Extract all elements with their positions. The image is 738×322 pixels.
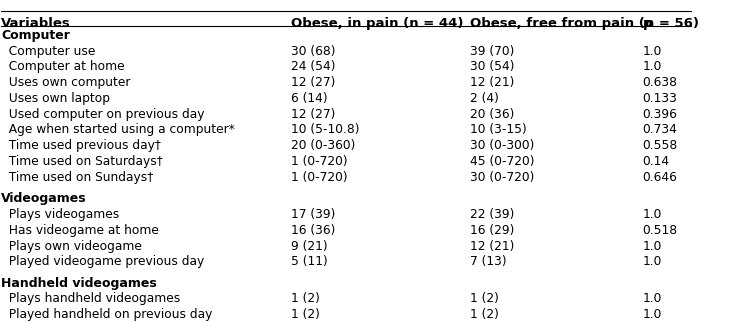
Text: 0.646: 0.646 [642, 171, 677, 184]
Text: Has videogame at home: Has videogame at home [1, 224, 159, 237]
Text: 10 (3-15): 10 (3-15) [470, 124, 527, 137]
Text: Variables: Variables [1, 16, 71, 30]
Text: 30 (0-720): 30 (0-720) [470, 171, 534, 184]
Text: Handheld videogames: Handheld videogames [1, 277, 157, 289]
Text: 10 (5-10.8): 10 (5-10.8) [291, 124, 359, 137]
Text: Played handheld on previous day: Played handheld on previous day [1, 308, 213, 321]
Text: Obese, in pain (n = 44): Obese, in pain (n = 44) [291, 16, 463, 30]
Text: Computer: Computer [1, 29, 70, 42]
Text: 30 (0-300): 30 (0-300) [470, 139, 534, 152]
Text: 1 (2): 1 (2) [470, 292, 499, 305]
Text: 30 (54): 30 (54) [470, 60, 514, 73]
Text: Played videogame previous day: Played videogame previous day [1, 255, 204, 268]
Text: 7 (13): 7 (13) [470, 255, 507, 268]
Text: 1.0: 1.0 [642, 44, 662, 58]
Text: 5 (11): 5 (11) [291, 255, 328, 268]
Text: Time used on Sundays†: Time used on Sundays† [1, 171, 154, 184]
Text: 0.14: 0.14 [642, 155, 669, 168]
Text: 0.638: 0.638 [642, 76, 677, 89]
Text: 0.133: 0.133 [642, 92, 677, 105]
Text: Plays own videogame: Plays own videogame [1, 240, 142, 252]
Text: 2 (4): 2 (4) [470, 92, 499, 105]
Text: 1.0: 1.0 [642, 308, 662, 321]
Text: 20 (0-360): 20 (0-360) [291, 139, 355, 152]
Text: 45 (0-720): 45 (0-720) [470, 155, 534, 168]
Text: 0.734: 0.734 [642, 124, 677, 137]
Text: 12 (21): 12 (21) [470, 240, 514, 252]
Text: 16 (36): 16 (36) [291, 224, 335, 237]
Text: 1.0: 1.0 [642, 292, 662, 305]
Text: 0.518: 0.518 [642, 224, 677, 237]
Text: Time used previous day†: Time used previous day† [1, 139, 162, 152]
Text: Videogames: Videogames [1, 192, 87, 205]
Text: 1 (0-720): 1 (0-720) [291, 155, 348, 168]
Text: 24 (54): 24 (54) [291, 60, 335, 73]
Text: 1.0: 1.0 [642, 208, 662, 221]
Text: 12 (27): 12 (27) [291, 108, 335, 121]
Text: 6 (14): 6 (14) [291, 92, 328, 105]
Text: Age when started using a computer*: Age when started using a computer* [1, 124, 235, 137]
Text: Uses own laptop: Uses own laptop [1, 92, 111, 105]
Text: 16 (29): 16 (29) [470, 224, 514, 237]
Text: Computer use: Computer use [1, 44, 96, 58]
Text: 1 (2): 1 (2) [291, 308, 320, 321]
Text: 12 (27): 12 (27) [291, 76, 335, 89]
Text: p: p [642, 16, 652, 30]
Text: Used computer on previous day: Used computer on previous day [1, 108, 205, 121]
Text: Uses own computer: Uses own computer [1, 76, 131, 89]
Text: 1.0: 1.0 [642, 255, 662, 268]
Text: 1 (2): 1 (2) [291, 292, 320, 305]
Text: 39 (70): 39 (70) [470, 44, 514, 58]
Text: 1.0: 1.0 [642, 60, 662, 73]
Text: 1 (0-720): 1 (0-720) [291, 171, 348, 184]
Text: Time used on Saturdays†: Time used on Saturdays† [1, 155, 163, 168]
Text: 1.0: 1.0 [642, 240, 662, 252]
Text: 9 (21): 9 (21) [291, 240, 328, 252]
Text: Computer at home: Computer at home [1, 60, 125, 73]
Text: 30 (68): 30 (68) [291, 44, 335, 58]
Text: 17 (39): 17 (39) [291, 208, 335, 221]
Text: Plays videogames: Plays videogames [1, 208, 120, 221]
Text: 0.558: 0.558 [642, 139, 677, 152]
Text: 22 (39): 22 (39) [470, 208, 514, 221]
Text: 0.396: 0.396 [642, 108, 677, 121]
Text: 12 (21): 12 (21) [470, 76, 514, 89]
Text: Obese, free from pain (n = 56): Obese, free from pain (n = 56) [470, 16, 699, 30]
Text: Plays handheld videogames: Plays handheld videogames [1, 292, 181, 305]
Text: 20 (36): 20 (36) [470, 108, 514, 121]
Text: 1 (2): 1 (2) [470, 308, 499, 321]
